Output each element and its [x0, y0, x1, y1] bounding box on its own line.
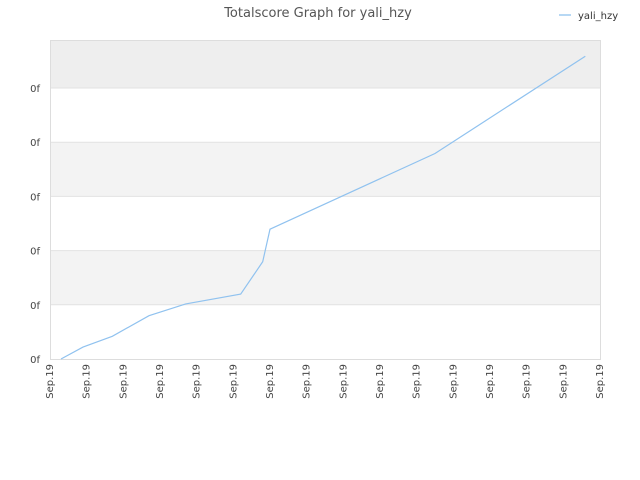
y-tick-label: 0f: [30, 355, 40, 366]
y-tick-label: 0f: [30, 84, 40, 95]
x-tick-label: Sep.19: [118, 364, 129, 399]
plot-band-0: [50, 40, 600, 88]
plot-area: [50, 40, 601, 360]
series-line-yali-hzy: [60, 55, 586, 360]
plot-band-2: [50, 250, 600, 305]
x-tick-label: Sep.19: [338, 364, 349, 399]
x-tick-label: Sep.19: [45, 364, 56, 399]
x-tick-label: Sep.19: [485, 364, 496, 399]
x-tick-label: Sep.19: [228, 364, 239, 399]
plot-band-1: [50, 142, 600, 197]
legend: yali_hzy: [559, 11, 618, 22]
x-tick-label: Sep.19: [192, 364, 203, 399]
plot-bands: [50, 40, 600, 305]
x-tick-label: Sep.19: [595, 364, 606, 399]
x-tick-label: Sep.19: [558, 364, 569, 399]
x-axis-ticks: Sep.19 Sep.19 Sep.19 Sep.19 Sep.19 Sep.19 Sep.…: [45, 364, 606, 399]
x-tick-label: Sep.19: [155, 364, 166, 399]
y-axis-ticks: 0f 0f 0f 0f 0f 0f: [30, 84, 40, 366]
x-tick-label: Sep.19: [265, 364, 276, 399]
y-tick-label: 0f: [30, 247, 40, 258]
x-tick-label: Sep.19: [522, 364, 533, 399]
y-tick-label: 0f: [30, 192, 40, 203]
x-tick-label: Sep.19: [82, 364, 93, 399]
x-tick-label: Sep.19: [412, 364, 423, 399]
x-tick-label: Sep.19: [375, 364, 386, 399]
y-tick-label: 0f: [30, 301, 40, 312]
legend-label-yali-hzy: yali_hzy: [578, 11, 618, 22]
x-tick-label: Sep.19: [302, 364, 313, 399]
chart-title: Totalscore Graph for yali_hzy: [223, 6, 412, 21]
x-tick-label: Sep.19: [448, 364, 459, 399]
gridlines: [50, 87, 600, 306]
y-tick-label: 0f: [30, 138, 40, 149]
